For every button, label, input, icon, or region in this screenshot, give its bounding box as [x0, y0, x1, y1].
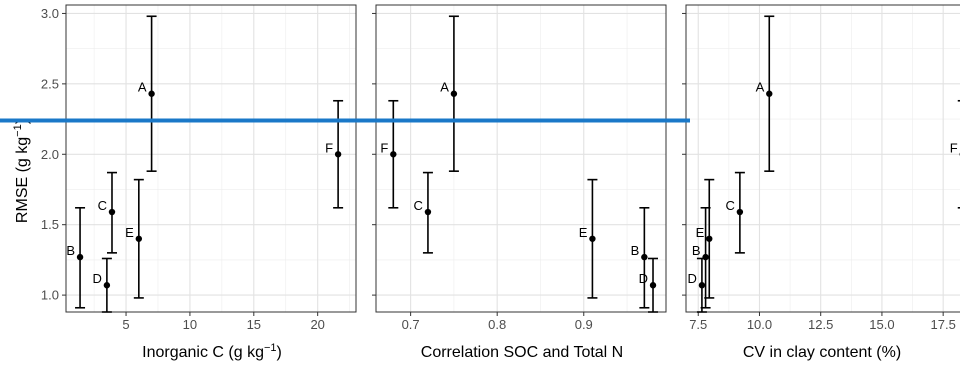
- x-axis-title-inorganic-c-exponent: −1: [264, 342, 277, 354]
- data-point: [424, 208, 432, 216]
- point-label: E: [696, 225, 705, 240]
- x-tick-label: 5: [122, 317, 129, 332]
- x-axis-title-correlation: Correlation SOC and Total N: [421, 344, 623, 361]
- point-label: D: [92, 271, 101, 286]
- data-point: [450, 90, 458, 97]
- point-label: C: [725, 198, 734, 213]
- x-tick-label: 0.9: [575, 317, 593, 332]
- x-tick-label: 12.5: [808, 317, 833, 332]
- data-point: [698, 282, 706, 289]
- point-label: F: [380, 140, 388, 155]
- data-point: [766, 90, 773, 97]
- point-label: A: [138, 80, 147, 95]
- panel-border: [65, 4, 357, 313]
- data-point: [702, 253, 709, 261]
- point-label: C: [98, 198, 107, 213]
- x-tick-label: 15.0: [869, 317, 894, 332]
- x-axis-title-cv-clay: CV in clay content (%): [743, 344, 901, 361]
- point-label: D: [688, 271, 697, 286]
- x-axis-title-inorganic-c-main: Inorganic C (g kg: [142, 344, 264, 361]
- data-point: [589, 235, 596, 242]
- point-label: E: [125, 225, 134, 240]
- panel-border: [375, 4, 667, 313]
- y-axis-title-main: RMSE (g kg: [14, 137, 31, 223]
- point-label: F: [950, 140, 958, 155]
- y-tick-label: 2.5: [41, 76, 59, 91]
- x-tick-label: 10.0: [747, 317, 772, 332]
- data-point: [103, 282, 111, 289]
- data-point: [135, 235, 143, 242]
- data-point: [76, 253, 84, 261]
- point-label: A: [756, 80, 765, 95]
- y-tick-label: 2.0: [41, 147, 59, 162]
- x-tick-label: 17.5: [931, 317, 956, 332]
- point-label: A: [440, 80, 449, 95]
- y-tick-label: 1.0: [41, 288, 59, 303]
- y-axis-title-exponent: −1: [12, 124, 24, 137]
- x-tick-label: 0.7: [402, 317, 420, 332]
- point-label: B: [631, 243, 640, 258]
- y-tick-label: 1.5: [41, 217, 59, 232]
- x-tick-label: 20: [310, 317, 324, 332]
- data-point: [390, 151, 397, 158]
- point-label: B: [66, 243, 75, 258]
- point-label: B: [692, 243, 701, 258]
- data-point: [641, 253, 648, 261]
- y-axis: 1.0 1.5 2.0 2.5 3.0: [41, 6, 66, 303]
- panel-correlation-soc-total-n: 0.7 0.8 0.9 A F C E BD: [372, 4, 667, 332]
- point-label: E: [579, 225, 588, 240]
- data-point: [649, 282, 657, 289]
- panel-cv-clay-content: 7.5 10.0 12.5 15.0 17.5 A F C EBD: [682, 4, 960, 332]
- x-tick-label: 0.8: [488, 317, 506, 332]
- y-tick-label: 3.0: [41, 6, 59, 21]
- data-point: [706, 235, 713, 242]
- point-label: C: [414, 198, 423, 213]
- x-axis-title-inorganic-c: Inorganic C (g kg−1): [142, 342, 282, 361]
- data-point: [108, 208, 116, 216]
- point-label: F: [325, 140, 333, 155]
- data-point: [736, 208, 744, 216]
- x-axis-title-inorganic-c-close: ): [277, 344, 282, 361]
- x-tick-label: 15: [247, 317, 261, 332]
- x-tick-label: 7.5: [689, 317, 707, 332]
- x-tick-label: 10: [183, 317, 197, 332]
- data-point: [334, 151, 342, 158]
- data-point: [148, 90, 155, 97]
- point-label: D: [639, 271, 648, 286]
- panel-border: [685, 4, 960, 313]
